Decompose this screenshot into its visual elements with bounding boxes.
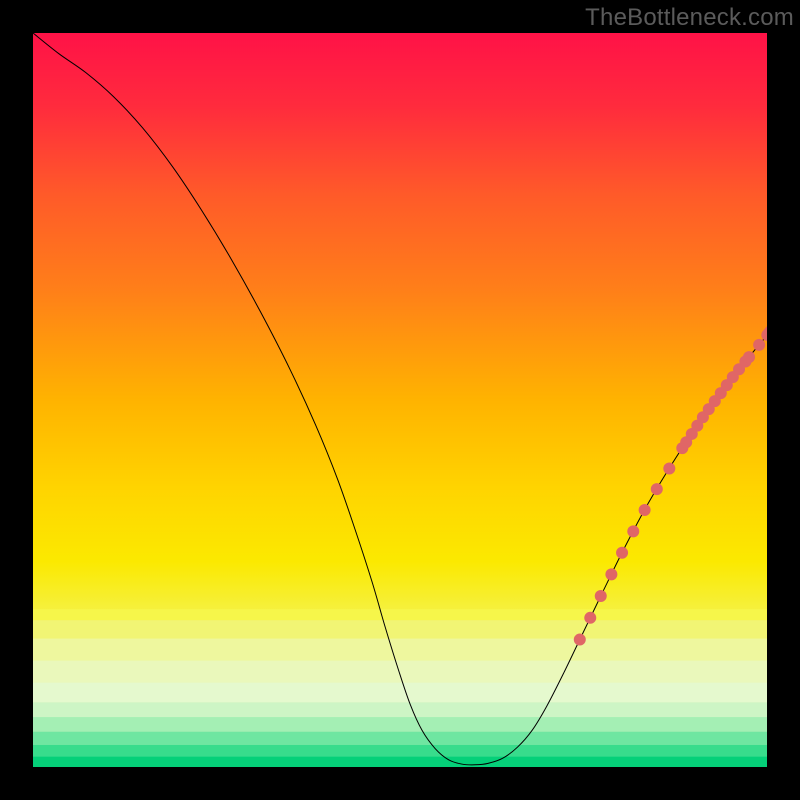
watermark-text: TheBottleneck.com [585,4,794,32]
plot-svg [33,33,767,767]
bead [605,568,617,580]
band-4 [33,683,767,703]
band-7 [33,732,767,745]
bead [574,634,586,646]
bead [639,504,651,516]
bead [663,463,675,475]
band-8 [33,745,767,757]
bead [743,351,755,363]
bottleneck-chart: TheBottleneck.com [0,0,800,800]
bead [584,612,596,624]
bead [595,590,607,602]
band-1 [33,620,767,638]
band-5 [33,702,767,717]
band-0 [33,609,767,620]
bead [753,339,765,351]
band-6 [33,717,767,732]
band-9 [33,757,767,767]
band-3 [33,661,767,683]
bead [616,547,628,559]
plot-area [33,33,767,767]
bead [651,483,663,495]
band-2 [33,639,767,661]
bead [627,525,639,537]
